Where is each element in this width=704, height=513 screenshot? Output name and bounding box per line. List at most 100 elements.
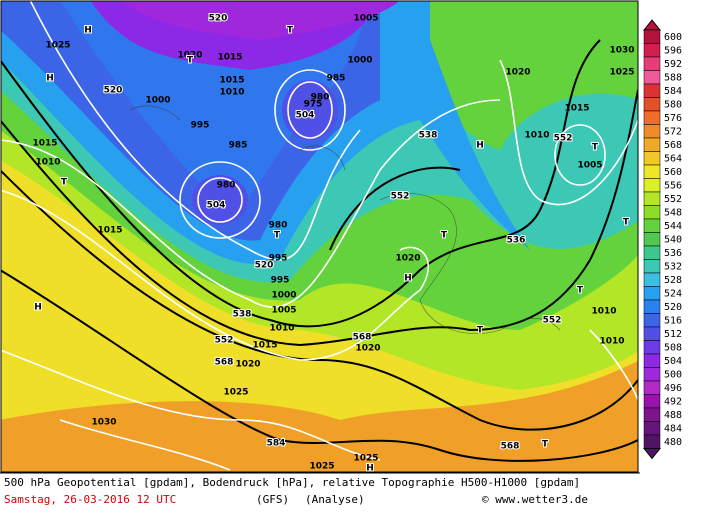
contour-label: 995 xyxy=(271,276,290,286)
colorbar-swatch xyxy=(643,259,661,274)
colorbar-swatch xyxy=(643,70,661,85)
contour-label: 538 xyxy=(233,310,252,320)
contour-label: 1010 xyxy=(524,131,549,141)
contour-label: 975 xyxy=(304,100,323,110)
colorbar-swatch xyxy=(643,218,661,233)
contour-label: 504 xyxy=(207,201,226,211)
contour-label: 985 xyxy=(327,74,346,84)
colorbar-swatch xyxy=(643,205,661,220)
colorbar-swatch xyxy=(643,232,661,247)
colorbar-label: 568 xyxy=(664,140,682,151)
contour-label: 538 xyxy=(419,131,438,141)
contour-label: 568 xyxy=(501,442,520,452)
colorbar-swatch xyxy=(643,367,661,382)
colorbar-swatch xyxy=(643,164,661,179)
colorbar-label: 484 xyxy=(664,423,682,434)
contour-label: 1025 xyxy=(353,454,378,464)
contour-label: 1030 xyxy=(609,46,634,56)
contour-label: 1020 xyxy=(395,254,420,264)
colorbar-swatch xyxy=(643,340,661,355)
map-frame xyxy=(0,0,639,473)
pressure-center-label: T xyxy=(623,218,630,228)
contour-label: 1000 xyxy=(347,56,372,66)
pressure-center-label: T xyxy=(287,26,294,36)
contour-label: 1000 xyxy=(271,291,296,301)
pressure-center-label: T xyxy=(542,440,549,450)
contour-label: 980 xyxy=(217,181,236,191)
contour-label: 1005 xyxy=(353,14,378,24)
colorbar-label: 572 xyxy=(664,126,682,137)
colorbar-label: 540 xyxy=(664,234,682,245)
colorbar-swatch xyxy=(643,137,661,152)
colorbar-label: 556 xyxy=(664,180,682,191)
contour-label: 520 xyxy=(255,261,274,271)
colorbar-label: 492 xyxy=(664,396,682,407)
pressure-center-label: H xyxy=(366,464,374,474)
pressure-center-label: T xyxy=(274,231,281,241)
colorbar-swatch xyxy=(643,299,661,314)
colorbar-label: 588 xyxy=(664,72,682,83)
pressure-center-label: T xyxy=(577,286,584,296)
colorbar-label: 516 xyxy=(664,315,682,326)
colorbar-swatch xyxy=(643,407,661,422)
footer-title: 500 hPa Geopotential [gpdam], Bodendruck… xyxy=(4,476,580,489)
contour-label: 1010 xyxy=(599,337,624,347)
colorbar-label: 584 xyxy=(664,86,682,97)
contour-label: 985 xyxy=(229,141,248,151)
contour-label: 1010 xyxy=(219,88,244,98)
contour-label: 552 xyxy=(391,192,410,202)
colorbar-label: 564 xyxy=(664,153,682,164)
contour-label: 1015 xyxy=(252,341,277,351)
contour-label: 536 xyxy=(507,236,526,246)
colorbar-arrow-bottom xyxy=(642,448,662,460)
colorbar-label: 592 xyxy=(664,59,682,70)
contour-label: 1015 xyxy=(219,76,244,86)
contour-label: 1025 xyxy=(309,462,334,472)
pressure-center-label: H xyxy=(34,303,42,313)
contour-label: 995 xyxy=(191,121,210,131)
colorbar-label: 520 xyxy=(664,302,682,313)
footer-model: (GFS) xyxy=(256,493,289,506)
colorbar-swatch xyxy=(643,394,661,409)
colorbar-label: 512 xyxy=(664,329,682,340)
pressure-center-label: H xyxy=(46,74,54,84)
colorbar-swatch xyxy=(643,286,661,301)
pressure-center-label: H xyxy=(476,141,484,151)
colorbar-label: 504 xyxy=(664,356,682,367)
contour-label: 520 xyxy=(104,86,123,96)
footer-date: Samstag, 26-03-2016 12 UTC xyxy=(4,493,176,506)
contour-label: 1025 xyxy=(45,41,70,51)
contour-label: 584 xyxy=(267,439,286,449)
contour-label: 504 xyxy=(296,111,315,121)
colorbar-swatch xyxy=(643,421,661,436)
contour-label: 520 xyxy=(209,14,228,24)
contour-label: 1020 xyxy=(177,51,202,61)
colorbar-label: 500 xyxy=(664,369,682,380)
colorbar-swatch xyxy=(643,110,661,125)
colorbar-swatch xyxy=(643,434,661,449)
contour-label: 1010 xyxy=(35,158,60,168)
contour-label: 552 xyxy=(543,316,562,326)
colorbar-label: 576 xyxy=(664,113,682,124)
colorbar-label: 552 xyxy=(664,194,682,205)
colorbar-label: 524 xyxy=(664,288,682,299)
contour-label: 1015 xyxy=(32,139,57,149)
contour-label: 1020 xyxy=(355,344,380,354)
contour-label: 1005 xyxy=(577,161,602,171)
contour-label: 995 xyxy=(269,254,288,264)
pressure-center-label: T xyxy=(187,56,194,66)
colorbar-label: 536 xyxy=(664,248,682,259)
colorbar-swatch xyxy=(643,29,661,44)
colorbar-label: 496 xyxy=(664,383,682,394)
colorbar-label: 580 xyxy=(664,99,682,110)
contour-label: 980 xyxy=(269,221,288,231)
colorbar-label: 596 xyxy=(664,45,682,56)
colorbar-swatch xyxy=(643,245,661,260)
contour-label: 1025 xyxy=(609,68,634,78)
colorbar-swatch xyxy=(643,124,661,139)
contour-label: 552 xyxy=(215,336,234,346)
contour-label: 1015 xyxy=(217,53,242,63)
colorbar-label: 600 xyxy=(664,32,682,43)
